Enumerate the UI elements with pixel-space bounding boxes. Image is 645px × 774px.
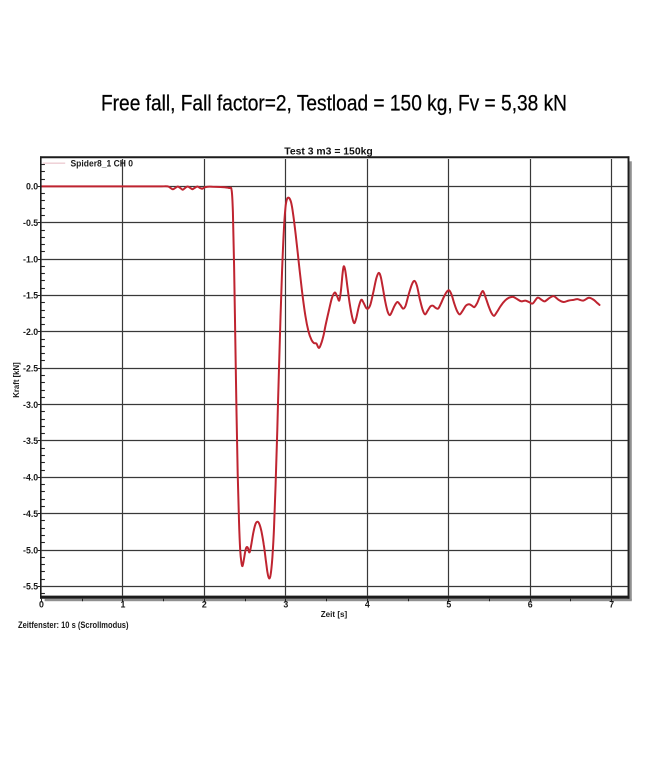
svg-text:-2.0: -2.0 bbox=[23, 327, 38, 337]
svg-text:-3.5: -3.5 bbox=[23, 436, 38, 446]
svg-text:Zeit [s]: Zeit [s] bbox=[321, 610, 348, 619]
svg-text:7: 7 bbox=[609, 600, 614, 610]
svg-text:0: 0 bbox=[39, 600, 44, 610]
svg-text:Kraft [kN]: Kraft [kN] bbox=[12, 362, 21, 398]
svg-text:-5.0: -5.0 bbox=[23, 545, 38, 555]
svg-text:6: 6 bbox=[528, 600, 533, 610]
svg-text:Free fall, Fall factor=2, Tes: Free fall, Fall factor=2, Testload = 150… bbox=[101, 91, 567, 116]
svg-text:-2.5: -2.5 bbox=[23, 363, 38, 373]
svg-text:Zeitfenster: 10 s (Scrollmodus: Zeitfenster: 10 s (Scrollmodus) bbox=[18, 620, 129, 630]
svg-text:Spider8_1 CH 0: Spider8_1 CH 0 bbox=[71, 159, 134, 169]
svg-text:-1.0: -1.0 bbox=[23, 254, 38, 264]
svg-text:4: 4 bbox=[365, 600, 370, 610]
svg-text:-4.5: -4.5 bbox=[23, 509, 38, 519]
svg-text:Test 3 m3 = 150kg: Test 3 m3 = 150kg bbox=[284, 147, 373, 158]
svg-text:-3.0: -3.0 bbox=[23, 400, 38, 410]
svg-text:-5.5: -5.5 bbox=[23, 582, 38, 592]
svg-text:1: 1 bbox=[120, 600, 125, 610]
svg-text:5: 5 bbox=[446, 600, 451, 610]
svg-text:-4.0: -4.0 bbox=[23, 473, 38, 483]
svg-text:3: 3 bbox=[283, 600, 288, 610]
svg-text:2: 2 bbox=[202, 600, 207, 610]
svg-text:-1.5: -1.5 bbox=[23, 291, 38, 301]
svg-text:-0.5: -0.5 bbox=[23, 218, 38, 228]
svg-text:0.0: 0.0 bbox=[26, 182, 38, 192]
